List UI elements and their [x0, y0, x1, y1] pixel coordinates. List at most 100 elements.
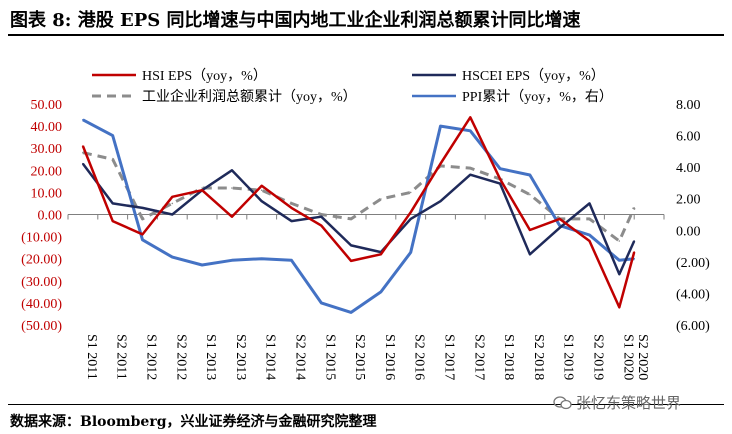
x-tick-label: S1 2013 [203, 334, 218, 380]
data-point-profit [111, 158, 114, 161]
data-point-hscei [529, 253, 531, 256]
x-tick-label: S2 2014 [293, 334, 308, 380]
data-point-hscei [350, 244, 352, 247]
left-axis: 50.00 40.00 30.00 20.00 10.00 0.00 (10.00) (20.… [21, 98, 62, 334]
data-point-hsi [499, 178, 501, 180]
data-point-hsi [350, 260, 352, 262]
footer-divider [8, 404, 724, 405]
data-point-profit [82, 151, 84, 154]
data-point-hsi [82, 145, 84, 147]
data-point-profit [380, 198, 382, 200]
data-point-ppi [588, 234, 591, 236]
data-point-hsi [231, 215, 233, 218]
data-point-hscei [141, 207, 144, 209]
legend-label-profit: 工业企业利润总额累计（yoy，%） [142, 88, 357, 105]
data-point-profit [633, 207, 635, 209]
x-tick-label: S1 2012 [144, 334, 159, 380]
data-point-hsi [111, 220, 114, 222]
data-point-hscei [231, 169, 233, 172]
data-point-hscei [409, 218, 412, 220]
data-point-hsi [141, 233, 144, 236]
right-tick-label: 4.00 [676, 161, 701, 176]
right-tick-label: 0.00 [676, 224, 701, 239]
data-point-hscei [558, 227, 561, 229]
data-point-hscei [82, 162, 84, 165]
data-point-ppi [618, 259, 621, 262]
chart-legend: HSI EPS（yoy，%） HSCEI EPS（yoy，%） 工业企业利润总额… [92, 68, 613, 105]
left-tick-label: 40.00 [31, 120, 63, 135]
right-tick-label: (2.00) [676, 256, 710, 271]
data-point-profit [350, 218, 352, 220]
data-point-hscei [469, 173, 472, 176]
data-point-ppi [231, 259, 233, 262]
series-line-hsi [81, 116, 636, 309]
x-tick-label: S1 2015 [322, 334, 337, 380]
legend-label-ppi: PPI累计（yoy，%，右） [462, 89, 613, 105]
data-point-hsi [439, 162, 442, 165]
x-tick-label: S1 2018 [501, 334, 516, 380]
data-point-hsi [201, 189, 203, 191]
x-tick-label: S2 2016 [412, 334, 427, 380]
left-tick-label: (20.00) [21, 253, 62, 268]
x-tick-label: S1 2019 [561, 334, 576, 380]
data-point-ppi [320, 302, 323, 304]
data-point-hsi [469, 116, 472, 119]
x-tick-label: S2 2019 [591, 334, 606, 380]
data-point-hscei [588, 202, 591, 205]
data-point-hscei [439, 200, 442, 202]
data-point-ppi [469, 130, 472, 132]
x-tick-label: S2 2020 [635, 334, 650, 380]
data-point-profit [290, 202, 293, 205]
data-point-hsi [320, 224, 323, 227]
x-tick-label: S1 2017 [442, 334, 457, 380]
chart-title: 图表 8: 港股 EPS 同比增速与中国内地工业企业利润总额累计同比增速 [10, 10, 581, 31]
data-point-ppi [409, 251, 412, 254]
series-layer [81, 116, 636, 314]
left-tick-label: 10.00 [31, 186, 63, 201]
data-point-hsi [558, 218, 561, 220]
data-point-profit [141, 218, 144, 220]
data-point-ppi [350, 311, 352, 314]
data-point-hsi [633, 251, 635, 253]
x-tick-label: S1 2014 [263, 334, 278, 380]
data-point-hsi [529, 229, 531, 231]
data-point-ppi [499, 167, 501, 170]
wechat-icon [553, 396, 572, 410]
data-point-profit [588, 218, 591, 220]
right-tick-label: 8.00 [676, 98, 701, 113]
data-point-profit [320, 213, 323, 216]
left-tick-label: 0.00 [38, 209, 63, 224]
data-point-hscei [618, 273, 621, 276]
data-point-ppi [260, 257, 263, 260]
data-point-hscei [633, 240, 635, 242]
data-point-hscei [171, 213, 174, 216]
right-tick-label: 6.00 [676, 130, 701, 145]
data-point-ppi [111, 134, 114, 137]
data-point-hscei [290, 220, 293, 222]
x-tick-label: S2 2011 [114, 334, 129, 380]
right-tick-label: (4.00) [676, 287, 710, 302]
left-tick-label: 30.00 [31, 142, 63, 157]
data-point-hsi [380, 253, 382, 256]
title-divider [8, 34, 724, 36]
data-point-profit [260, 189, 263, 191]
data-point-hsi [588, 240, 591, 242]
data-point-hsi [171, 196, 174, 198]
watermark-text: 张忆东策略世界 [576, 394, 682, 412]
x-tick-label: S1 2020 [620, 334, 635, 380]
left-tick-label: 20.00 [31, 164, 63, 179]
data-point-hscei [320, 215, 323, 218]
legend-label-hsi: HSI EPS（yoy，%） [142, 68, 267, 84]
series-line-ppi [82, 118, 635, 314]
data-point-profit [171, 202, 174, 205]
data-point-hsi [290, 207, 293, 209]
data-point-profit [469, 167, 472, 169]
left-tick-label: (30.00) [21, 275, 62, 290]
data-point-profit [201, 187, 203, 189]
data-point-hscei [499, 182, 501, 185]
data-point-ppi [529, 174, 531, 176]
x-tick-label: S2 2012 [173, 334, 188, 380]
legend-label-hscei: HSCEI EPS（yoy，%） [462, 68, 605, 84]
x-tick-label: S2 2013 [233, 334, 248, 380]
x-tick-label: S1 2011 [84, 334, 99, 380]
